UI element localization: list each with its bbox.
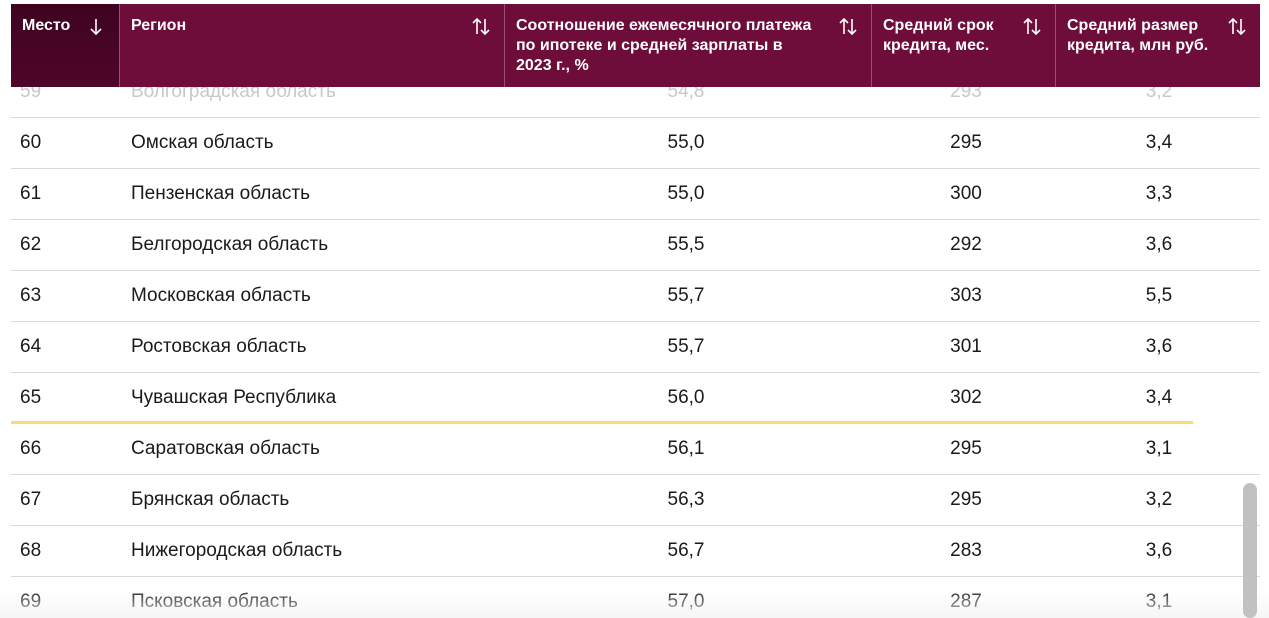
sort-updown-icon[interactable] [470,16,492,38]
cell-region: Псковская область [131,591,298,612]
column-header-label: Средний срок кредита, мес. [883,17,994,54]
cell-term: 300 [950,183,982,204]
cell-rank: 66 [20,438,42,459]
cell-ratio: 55,7 [667,285,705,306]
table-row: 66 Саратовская область 56,1 295 3,1 [11,424,1260,475]
cell-term: 303 [950,285,982,306]
cell-size: 5,5 [1145,285,1173,306]
arrow-down-icon[interactable] [85,16,107,38]
table-row: 62 Белгородская область 55,5 292 3,6 [11,220,1260,271]
cell-term: 295 [950,489,982,510]
cell-size: 3,4 [1145,132,1173,153]
column-header-label: Место [22,17,71,34]
ranking-table: 59 Волгоградская область 54,8 293 3,2 60… [11,0,1260,618]
table-row: 68 Нижегородская область 56,7 283 3,6 [11,526,1260,577]
cell-ratio: 56,1 [667,438,705,459]
cell-ratio: 56,3 [667,489,705,510]
cell-term: 287 [950,591,982,612]
cell-region: Пензенская область [131,183,310,204]
column-header-label: Средний размер кредита, млн руб. [1067,17,1209,54]
table-row: 69 Псковская область 57,0 287 3,1 [11,577,1260,618]
column-header-size[interactable]: Средний размер кредита, млн руб. [1056,4,1260,87]
cell-ratio: 55,0 [667,132,705,153]
cell-ratio: 55,0 [667,183,705,204]
cell-rank: 67 [20,489,42,510]
cell-size: 3,3 [1145,183,1173,204]
cell-rank: 64 [20,336,42,357]
sort-updown-icon[interactable] [1021,16,1043,38]
cell-term: 283 [950,540,982,561]
column-header-rank[interactable]: Место [11,4,120,87]
cell-term: 295 [950,132,982,153]
cell-region: Ростовская область [131,336,307,357]
cell-term: 292 [950,234,982,255]
sort-updown-icon[interactable] [1226,16,1248,38]
cell-term: 295 [950,438,982,459]
cell-rank: 68 [20,540,42,561]
cell-rank: 60 [20,132,42,153]
cell-ratio: 55,7 [667,336,705,357]
cell-ratio: 55,5 [667,234,705,255]
cell-region: Брянская область [131,489,290,510]
cell-rank: 65 [20,387,42,408]
cell-size: 3,1 [1145,438,1173,459]
cell-size: 3,1 [1145,591,1173,612]
table-row-highlighted: 65 Чувашская Республика 56,0 302 3,4 [11,373,1193,424]
column-header-term[interactable]: Средний срок кредита, мес. [872,4,1056,87]
column-header-label: Соотношение ежемесячного платежа по ипот… [516,17,812,74]
cell-region: Омская область [131,132,274,153]
table-header: Место Регион Соотношение ежемесячного пл… [11,4,1260,87]
table-row: 67 Брянская область 56,3 295 3,2 [11,475,1260,526]
cell-term: 301 [950,336,982,357]
column-header-label: Регион [131,17,187,34]
cell-rank: 61 [20,183,42,204]
cell-region: Чувашская Республика [131,387,337,408]
table-row: 60 Омская область 55,0 295 3,4 [11,118,1260,169]
cell-size: 3,6 [1145,540,1173,561]
cell-size: 3,6 [1145,336,1173,357]
cell-term: 302 [950,387,982,408]
cell-region: Саратовская область [131,438,320,459]
cell-region: Белгородская область [131,234,329,255]
cell-rank: 62 [20,234,42,255]
cell-region: Нижегородская область [131,540,343,561]
cell-rank: 69 [20,591,42,612]
sort-updown-icon[interactable] [837,16,859,38]
cell-rank: 63 [20,285,42,306]
cell-ratio: 56,0 [667,387,705,408]
cell-size: 3,2 [1145,489,1173,510]
cell-ratio: 57,0 [667,591,705,612]
column-header-region[interactable]: Регион [120,4,505,87]
cell-size: 3,6 [1145,234,1173,255]
column-header-ratio[interactable]: Соотношение ежемесячного платежа по ипот… [505,4,872,87]
table-row: 64 Ростовская область 55,7 301 3,6 [11,322,1260,373]
vertical-scrollbar-thumb[interactable] [1243,483,1257,618]
table-row: 63 Московская область 55,7 303 5,5 [11,271,1260,322]
cell-size: 3,4 [1145,387,1173,408]
cell-ratio: 56,7 [667,540,705,561]
cell-region: Московская область [131,285,311,306]
table-row: 61 Пензенская область 55,0 300 3,3 [11,169,1260,220]
